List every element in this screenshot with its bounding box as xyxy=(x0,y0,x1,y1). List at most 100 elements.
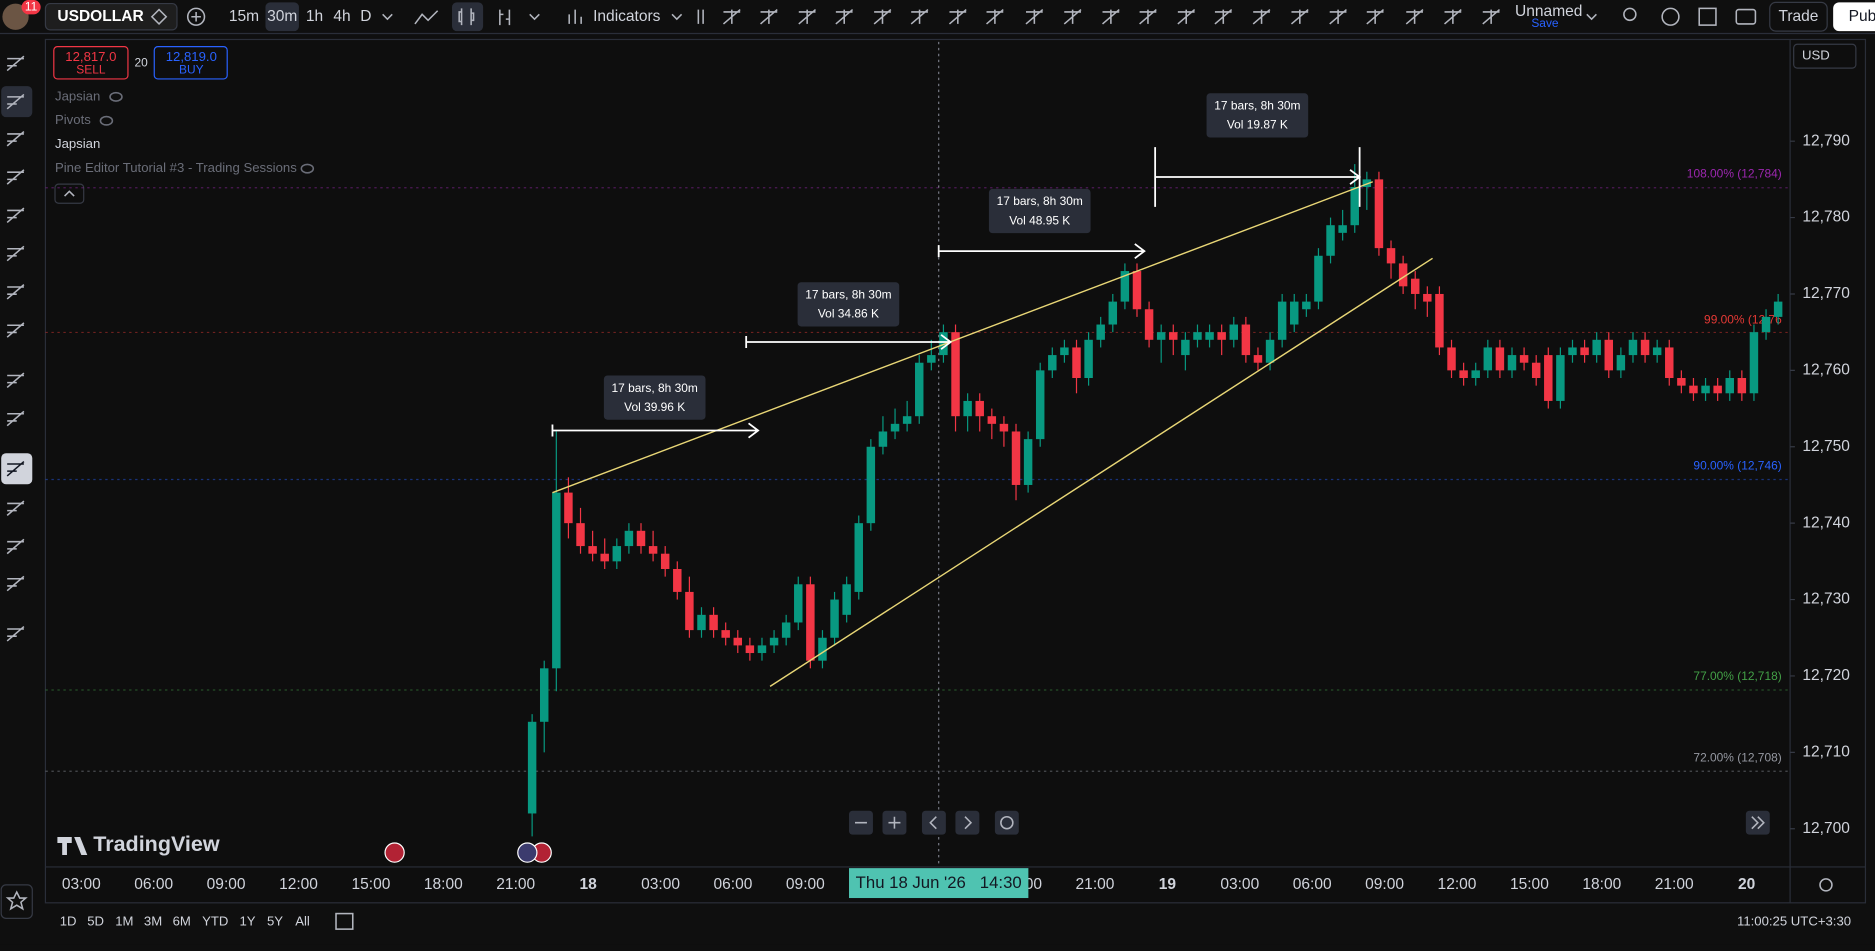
trend-line[interactable] xyxy=(552,181,1374,494)
tool-icon[interactable] xyxy=(1102,8,1120,25)
indicator-legend[interactable]: Japsian xyxy=(55,136,100,151)
candle-body xyxy=(890,423,900,432)
measure-arrow[interactable] xyxy=(937,243,1146,260)
layout-menu[interactable] xyxy=(1586,13,1597,21)
tool-icon[interactable] xyxy=(1444,8,1462,25)
tool-icon[interactable] xyxy=(6,575,25,592)
goto-date[interactable] xyxy=(335,912,354,930)
symbol-search[interactable] xyxy=(44,2,178,31)
hidden-icon[interactable] xyxy=(99,115,114,126)
settings-icon[interactable] xyxy=(1661,7,1680,26)
collapse-legend[interactable] xyxy=(54,183,85,204)
currency-select[interactable] xyxy=(1793,43,1857,69)
interval[interactable]: D xyxy=(360,8,371,25)
trade-button[interactable] xyxy=(1769,1,1828,32)
range-button[interactable]: 1Y xyxy=(239,913,255,928)
bars-icon[interactable] xyxy=(499,9,511,26)
tool-icon[interactable] xyxy=(1329,8,1347,25)
chart-type-active[interactable] xyxy=(452,2,484,32)
candle-body xyxy=(733,637,743,646)
candles-icon xyxy=(458,8,475,26)
measure-arrow[interactable] xyxy=(1154,147,1362,207)
tool-icon[interactable] xyxy=(6,169,25,185)
tool-icon[interactable] xyxy=(1177,8,1196,25)
tool-icon[interactable] xyxy=(6,460,25,477)
tool-icon[interactable] xyxy=(948,8,967,25)
tool-icon[interactable] xyxy=(1252,8,1271,25)
interval[interactable]: 15m xyxy=(229,8,259,25)
tool-icon[interactable] xyxy=(1025,8,1044,25)
tool-icon[interactable] xyxy=(1366,8,1385,25)
search-icon[interactable] xyxy=(1623,7,1637,22)
fullscreen-icon[interactable] xyxy=(1698,7,1717,26)
tool-icon[interactable] xyxy=(6,245,25,262)
scroll-right[interactable] xyxy=(955,810,980,835)
tool-icon[interactable] xyxy=(1405,8,1424,25)
interval[interactable]: 4h xyxy=(333,8,350,25)
chart-type-line[interactable] xyxy=(414,10,439,25)
candle-body xyxy=(1277,301,1287,340)
tool-icon[interactable] xyxy=(6,500,25,516)
trend-line[interactable] xyxy=(769,257,1433,687)
tool-icon[interactable] xyxy=(910,8,929,25)
range-button[interactable]: 5D xyxy=(87,913,104,928)
range-button[interactable]: 1D xyxy=(60,913,77,928)
x-tick-label: 12:00 xyxy=(279,876,318,893)
snapshot-icon[interactable] xyxy=(1735,8,1757,25)
tool-icon[interactable] xyxy=(6,538,25,555)
reset-chart[interactable] xyxy=(994,810,1019,835)
tool-icon[interactable] xyxy=(6,322,25,338)
indicator-legend[interactable]: Pivots xyxy=(55,112,91,127)
hidden-icon[interactable] xyxy=(109,91,123,102)
indicator-legend[interactable]: Pine Editor Tutorial #3 - Trading Sessio… xyxy=(55,160,297,175)
tool-icon[interactable] xyxy=(6,55,25,72)
chart-type-menu[interactable] xyxy=(529,13,540,21)
buy-button[interactable] xyxy=(153,46,228,80)
compare-button[interactable] xyxy=(186,7,206,26)
tool-icon[interactable] xyxy=(873,8,892,25)
interval[interactable]: 1h xyxy=(306,8,323,25)
tool-icon[interactable] xyxy=(835,8,854,25)
range-button[interactable]: 3M xyxy=(144,913,162,928)
range-button[interactable]: YTD xyxy=(202,913,228,928)
tool-icon[interactable] xyxy=(6,626,25,642)
indicator-legend[interactable]: Japsian xyxy=(55,88,100,103)
y-tick-label: 12,730 xyxy=(1802,591,1850,608)
tool-icon[interactable] xyxy=(760,8,778,25)
measure-arrow[interactable] xyxy=(745,334,953,350)
range-button[interactable]: 6M xyxy=(173,913,191,928)
tool-icon[interactable] xyxy=(6,410,25,427)
tool-icon[interactable] xyxy=(1214,8,1233,25)
measure-arrow[interactable] xyxy=(551,422,760,439)
sell-button[interactable] xyxy=(53,46,129,80)
range-button[interactable]: 1M xyxy=(115,913,133,928)
indicators-button[interactable]: Indicators xyxy=(593,8,661,25)
interval-menu[interactable] xyxy=(382,13,393,21)
range-button[interactable]: All xyxy=(295,913,310,928)
tool-icon[interactable] xyxy=(722,8,741,25)
scroll-left[interactable] xyxy=(921,810,946,835)
tool-icon[interactable] xyxy=(1063,8,1082,25)
tool-icon[interactable] xyxy=(986,8,1004,25)
tool-icon[interactable] xyxy=(798,8,817,25)
tool-icon[interactable] xyxy=(1139,8,1157,25)
tool-icon[interactable] xyxy=(6,207,25,224)
event-flag[interactable] xyxy=(517,842,538,863)
axis-settings[interactable] xyxy=(1819,878,1833,892)
publish-button[interactable] xyxy=(1833,2,1875,32)
tool-icon[interactable] xyxy=(6,93,25,110)
watchlist-button[interactable] xyxy=(0,884,33,919)
tool-icon[interactable] xyxy=(6,372,25,389)
tool-icon[interactable] xyxy=(6,284,25,300)
tool-icon[interactable] xyxy=(1290,8,1309,25)
hidden-icon[interactable] xyxy=(300,163,315,174)
tool-icon[interactable] xyxy=(6,130,25,147)
x-tick-label: 18:00 xyxy=(424,876,463,893)
layout-name[interactable]: Unnamed xyxy=(1515,3,1582,20)
avatar[interactable] xyxy=(2,3,29,30)
interval[interactable]: 30m xyxy=(267,8,297,25)
indicators-menu[interactable] xyxy=(671,13,683,21)
tool-icon[interactable] xyxy=(1482,8,1501,25)
event-flag[interactable] xyxy=(384,842,405,863)
range-button[interactable]: 5Y xyxy=(267,913,283,928)
